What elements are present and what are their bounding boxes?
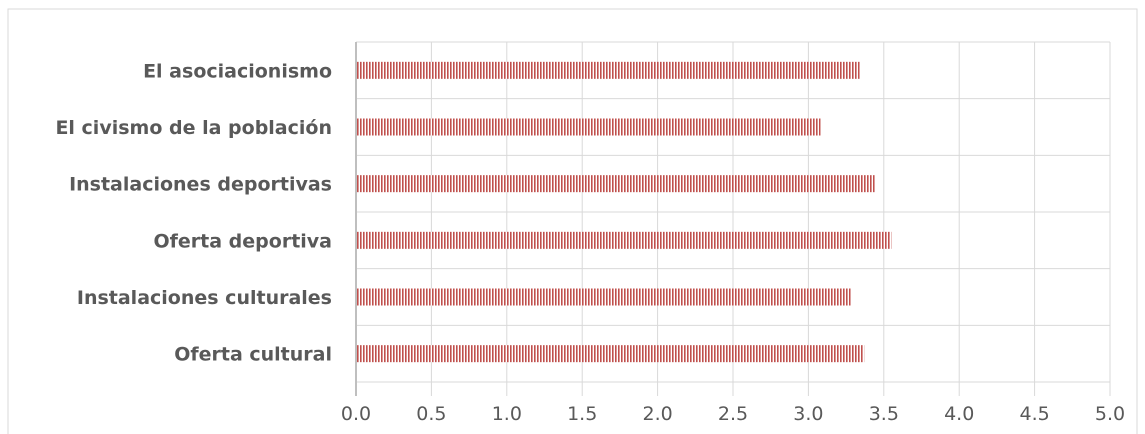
gridlines xyxy=(355,41,1111,396)
x-tick-label: 1.0 xyxy=(492,403,522,425)
bar xyxy=(356,118,821,136)
category-label: Oferta deportiva xyxy=(153,230,332,252)
bar-series xyxy=(356,61,892,363)
x-tick-label: 1.5 xyxy=(567,403,597,425)
category-label: Oferta cultural xyxy=(174,344,332,366)
bar xyxy=(356,288,851,306)
bar xyxy=(356,345,865,363)
category-label: Instalaciones culturales xyxy=(77,287,332,309)
category-label: El civismo de la población xyxy=(55,117,332,139)
x-tick-labels: 0.0 0.5 1.0 1.5 2.0 2.5 3.0 3.5 4.0 4.5 5.0 xyxy=(341,403,1125,425)
x-tick-label: 3.0 xyxy=(793,403,823,425)
x-tick-label: 4.5 xyxy=(1019,403,1049,425)
x-tick-label: 0.0 xyxy=(341,403,371,425)
category-label: El asociacionismo xyxy=(143,60,332,82)
category-labels: El asociacionismo El civismo de la poblac… xyxy=(55,60,332,365)
x-tick-label: 5.0 xyxy=(1095,403,1125,425)
bar xyxy=(356,61,860,79)
chart-border xyxy=(7,8,1138,434)
x-tick-label: 2.0 xyxy=(642,403,672,425)
x-tick-label: 4.0 xyxy=(944,403,974,425)
x-tick-label: 0.5 xyxy=(416,403,446,425)
x-tick-label: 2.5 xyxy=(718,403,748,425)
bar xyxy=(356,175,875,193)
x-tick-label: 3.5 xyxy=(869,403,899,425)
category-label: Instalaciones deportivas xyxy=(69,174,332,196)
bar xyxy=(356,231,892,249)
